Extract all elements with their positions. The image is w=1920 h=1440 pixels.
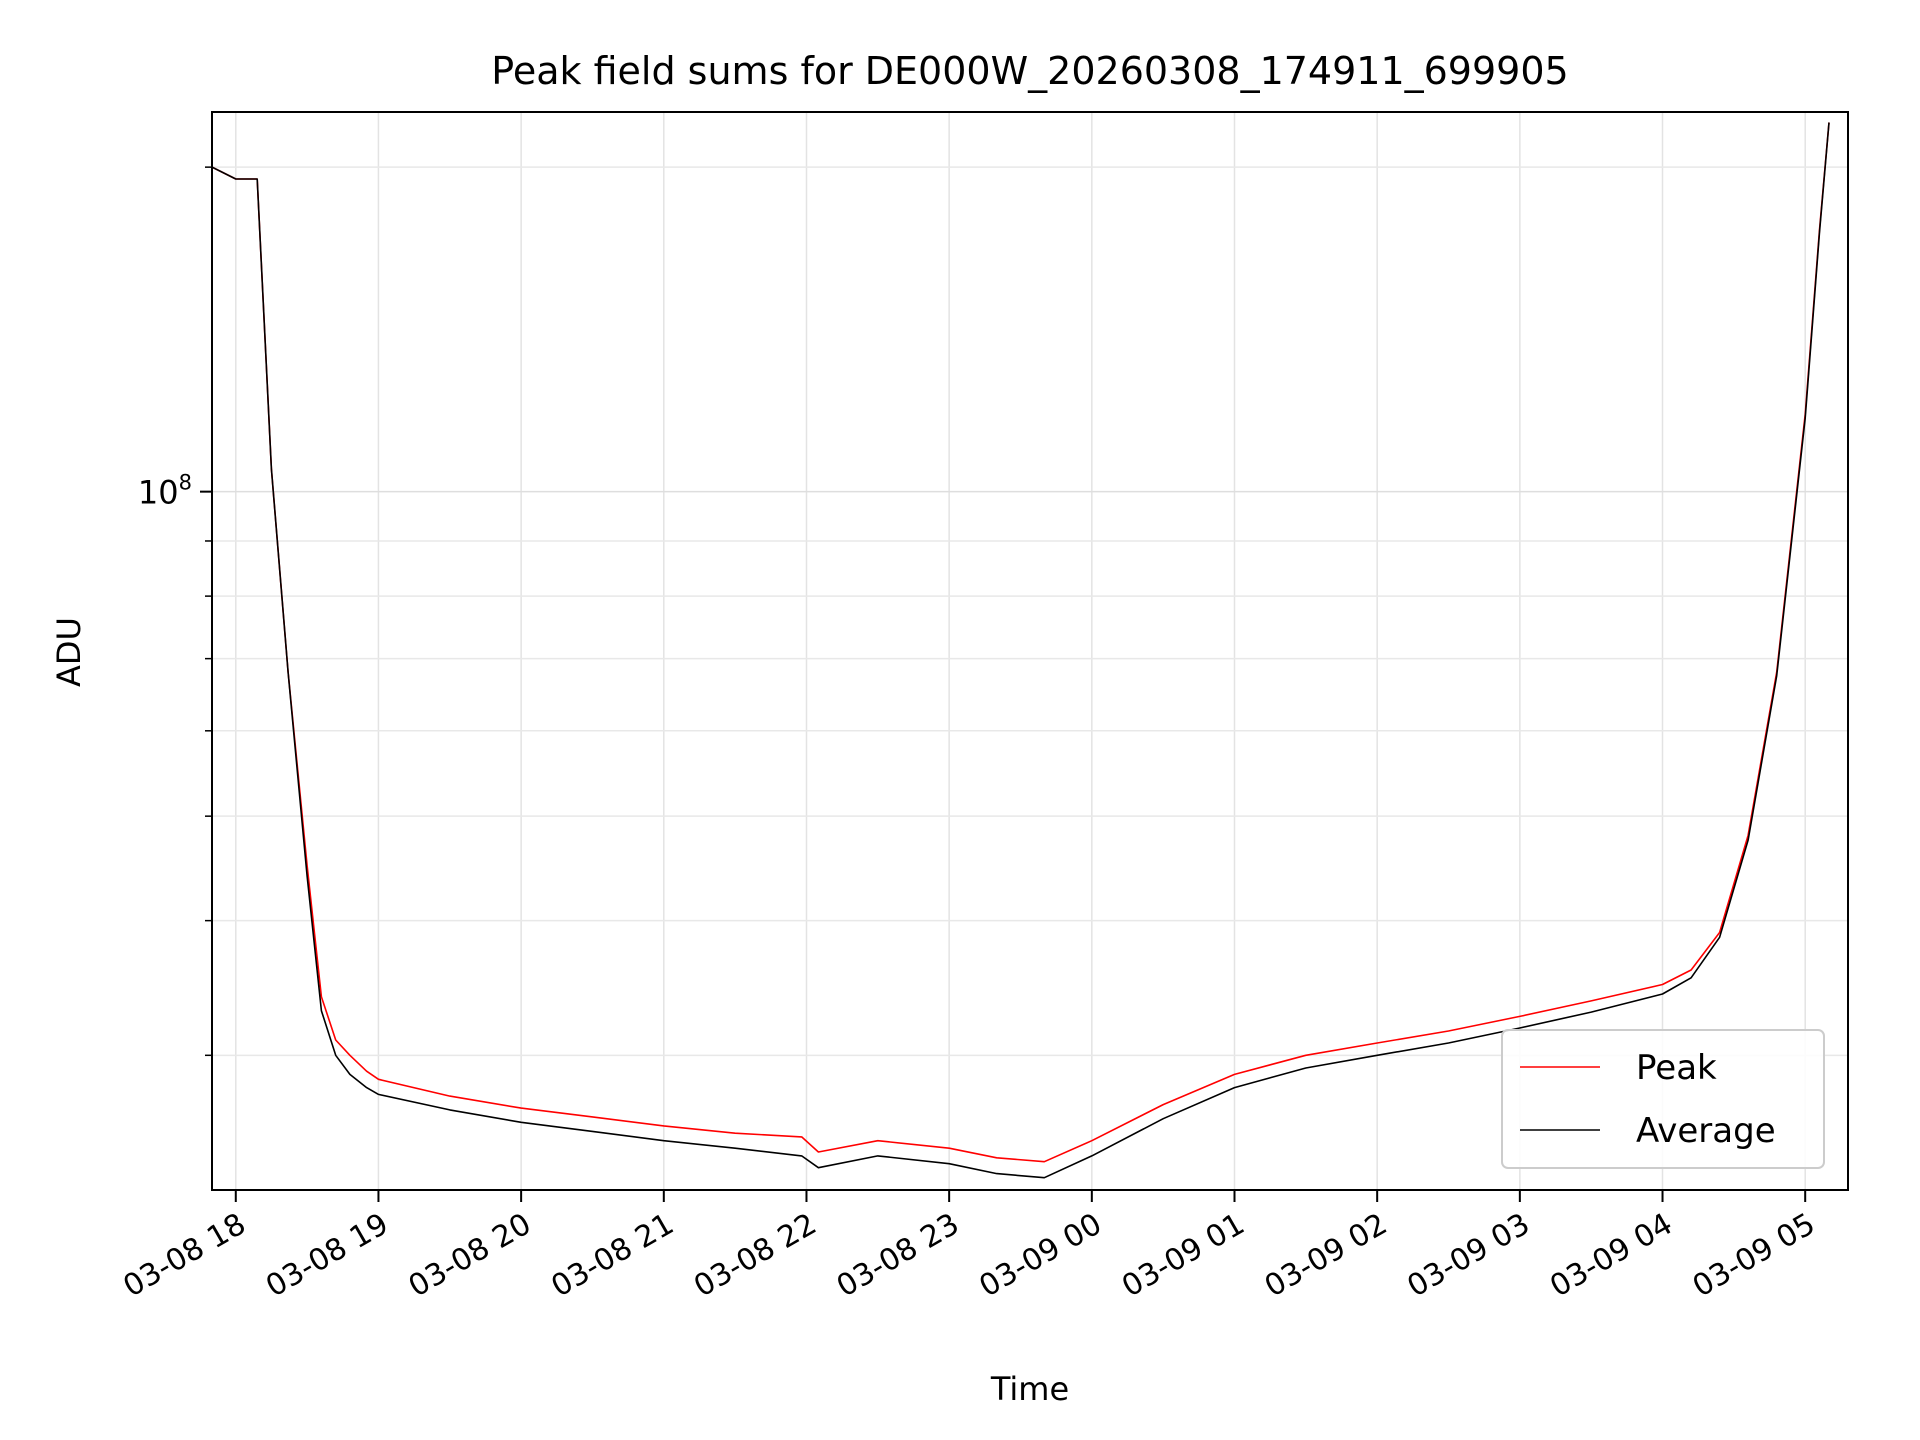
grid (212, 112, 1848, 1190)
legend: Peak Average (1501, 1029, 1825, 1169)
legend-frame (1501, 1029, 1825, 1169)
series-peak-line (212, 122, 1830, 1163)
series-average-line (212, 122, 1830, 1179)
y-axis-label: ADU (50, 617, 88, 687)
legend-peak-label: Peak (1636, 1048, 1717, 1088)
y-tick-label: 108 (138, 471, 192, 512)
chart-title: Peak field sums for DE000W_20260308_1749… (491, 49, 1568, 93)
plot-frame (211, 111, 1849, 1191)
x-axis-label: Time (990, 1370, 1069, 1408)
legend-average-label: Average (1636, 1111, 1776, 1151)
series-layer (212, 122, 1830, 1179)
